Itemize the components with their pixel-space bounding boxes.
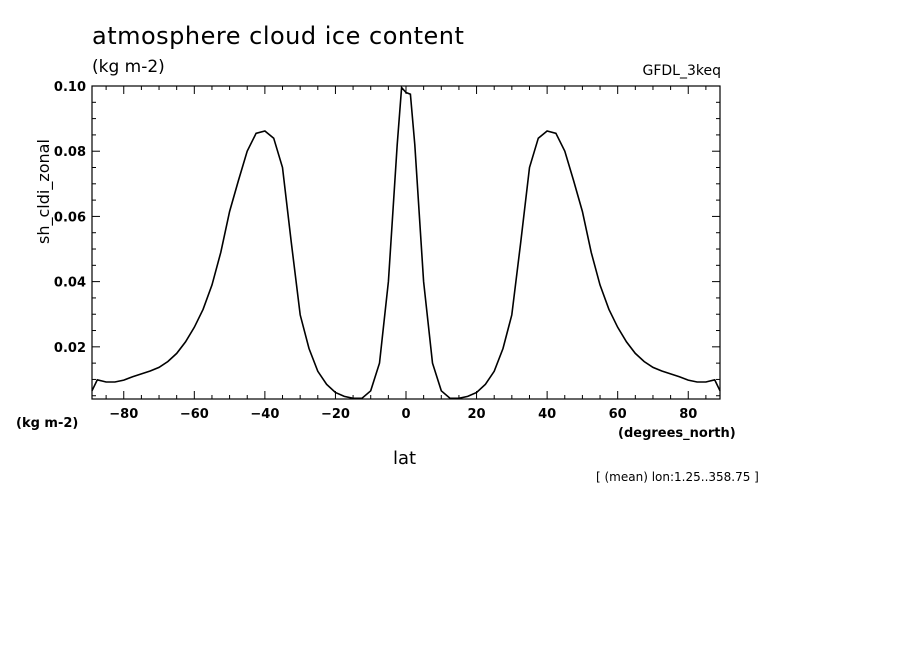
x-tick-label: −80	[109, 407, 138, 422]
x-tick-label: 60	[609, 407, 627, 422]
x-units-label: (degrees_north)	[618, 426, 736, 441]
series-line	[91, 85, 721, 400]
y-tick-label: 0.02	[54, 341, 86, 356]
x-tick-label: 80	[679, 407, 697, 422]
y-units-label: (kg m-2)	[16, 416, 79, 431]
plot-frame	[91, 85, 721, 400]
x-tick-label: 20	[468, 407, 486, 422]
x-tick-label: −40	[250, 407, 279, 422]
tick-labels: −80 −60 −40 −20 0 20 40 60 80 0.02 0.04 0.06 0.08 0.1…	[54, 80, 697, 422]
y-tick-label: 0.08	[54, 145, 86, 160]
y-tick-label: 0.04	[54, 276, 86, 291]
x-tick-label: 40	[538, 407, 556, 422]
x-tick-label: −60	[180, 407, 209, 422]
mean-note: [ (mean) lon:1.25..358.75 ]	[596, 470, 759, 484]
chart-units: (kg m-2)	[92, 57, 165, 77]
y-tick-label: 0.06	[54, 210, 86, 225]
model-label: GFDL_3keq	[642, 63, 722, 79]
x-axis-label: lat	[393, 448, 417, 469]
x-tick-label: 0	[401, 407, 410, 422]
axis-ticks	[92, 86, 720, 399]
chart-title: atmosphere cloud ice content	[92, 22, 465, 50]
x-tick-label: −20	[321, 407, 350, 422]
y-tick-label: 0.10	[54, 80, 86, 95]
